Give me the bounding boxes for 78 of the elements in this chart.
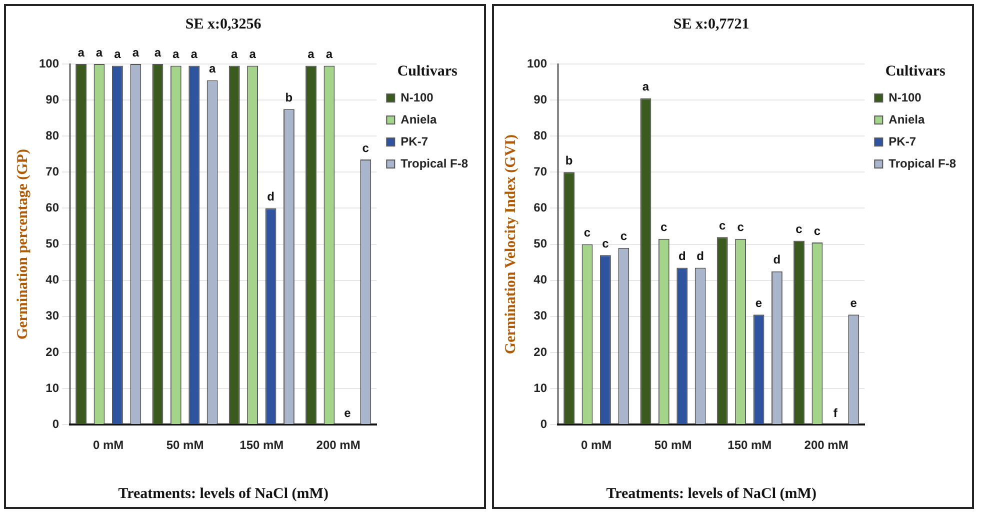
y-tick-label: 50 — [534, 236, 548, 251]
y-tick-label: 80 — [46, 128, 60, 142]
text: SE x:0,3256 — [185, 16, 262, 32]
data-label: a — [78, 45, 85, 60]
y-tick-label: 50 — [46, 236, 60, 251]
y-tick-label: 10 — [46, 380, 60, 395]
y-tick-label: 40 — [46, 272, 60, 287]
legend-label: Tropical F-8 — [888, 156, 956, 170]
data-label: b — [565, 153, 573, 168]
data-label: c — [814, 224, 821, 238]
legend-label: Tropical F-8 — [400, 156, 468, 170]
data-label: e — [344, 406, 352, 420]
x-tick-label: 0 mM — [93, 438, 124, 452]
data-label: c — [620, 229, 628, 244]
data-label: f — [833, 406, 838, 420]
data-label: a — [231, 47, 238, 62]
x-axis-title: Treatments: levels of NaCl (mM) — [606, 486, 816, 502]
y-tick-label: 0 — [52, 416, 60, 431]
x-tick-label: 200 mM — [316, 438, 360, 452]
y-axis-title: Germination Velocity Index (GVI) — [502, 134, 519, 354]
data-label: d — [696, 249, 704, 264]
y-tick-label: 70 — [534, 164, 548, 178]
y-tick-label: 70 — [46, 164, 60, 178]
data-label: a — [172, 47, 180, 62]
x-tick-label: 50 mM — [166, 438, 204, 452]
data-label: d — [267, 190, 274, 204]
x-tick-label: 50 mM — [654, 438, 692, 452]
y-tick-label: 60 — [534, 200, 548, 215]
y-tick-label: 10 — [534, 380, 548, 395]
legend-label: N-100 — [888, 90, 922, 104]
y-tick-label: 80 — [534, 128, 548, 142]
data-label: d — [678, 249, 686, 264]
y-tick-label: 90 — [534, 92, 548, 106]
data-label: a — [326, 47, 333, 62]
data-label: c — [719, 218, 726, 232]
data-label: c — [602, 236, 610, 250]
y-tick-label: 20 — [46, 344, 60, 359]
data-label: a — [308, 47, 315, 62]
data-label: a — [190, 47, 198, 62]
data-label: e — [850, 296, 858, 310]
text: SE x:0,7721 — [673, 16, 750, 32]
legend-label: PK-7 — [888, 134, 916, 148]
y-tick-label: 90 — [46, 92, 60, 106]
data-label: a — [208, 62, 216, 76]
x-axis-title: Treatments: levels of NaCl (mM) — [118, 486, 328, 502]
x-tick-label: 200 mM — [804, 438, 848, 452]
y-tick-label: 100 — [526, 56, 548, 70]
y-tick-label: 20 — [534, 344, 548, 359]
data-label: c — [737, 220, 744, 234]
data-label: c — [584, 226, 591, 240]
data-label: a — [154, 45, 162, 60]
y-tick-label: 40 — [534, 272, 548, 287]
legend-label: Aniela — [888, 112, 925, 126]
x-tick-label: 150 mM — [728, 438, 772, 452]
x-tick-label: 150 mM — [240, 438, 284, 452]
data-label: d — [773, 252, 781, 267]
data-label: b — [285, 90, 293, 104]
data-label: a — [96, 45, 103, 60]
legend-title: Cultivars — [397, 63, 458, 80]
data-label: c — [362, 140, 370, 155]
legend-label: N-100 — [400, 90, 434, 104]
y-axis-title: Germination percentage (GP) — [14, 149, 31, 340]
data-label: a — [114, 47, 122, 62]
y-tick-label: 0 — [540, 416, 548, 431]
y-tick-label: 60 — [46, 200, 60, 215]
data-label: a — [132, 45, 140, 60]
data-label: a — [249, 47, 256, 62]
data-label: c — [660, 220, 668, 234]
legend-title: Cultivars — [885, 63, 946, 80]
legend-label: PK-7 — [400, 134, 428, 148]
y-tick-label: 30 — [46, 308, 60, 323]
data-label: e — [755, 296, 762, 310]
data-label: a — [642, 80, 650, 94]
y-tick-label: 30 — [534, 308, 548, 323]
legend-label: Aniela — [400, 112, 437, 126]
data-label: c — [796, 222, 803, 236]
y-tick-label: 100 — [38, 56, 60, 70]
x-tick-label: 0 mM — [581, 438, 612, 452]
